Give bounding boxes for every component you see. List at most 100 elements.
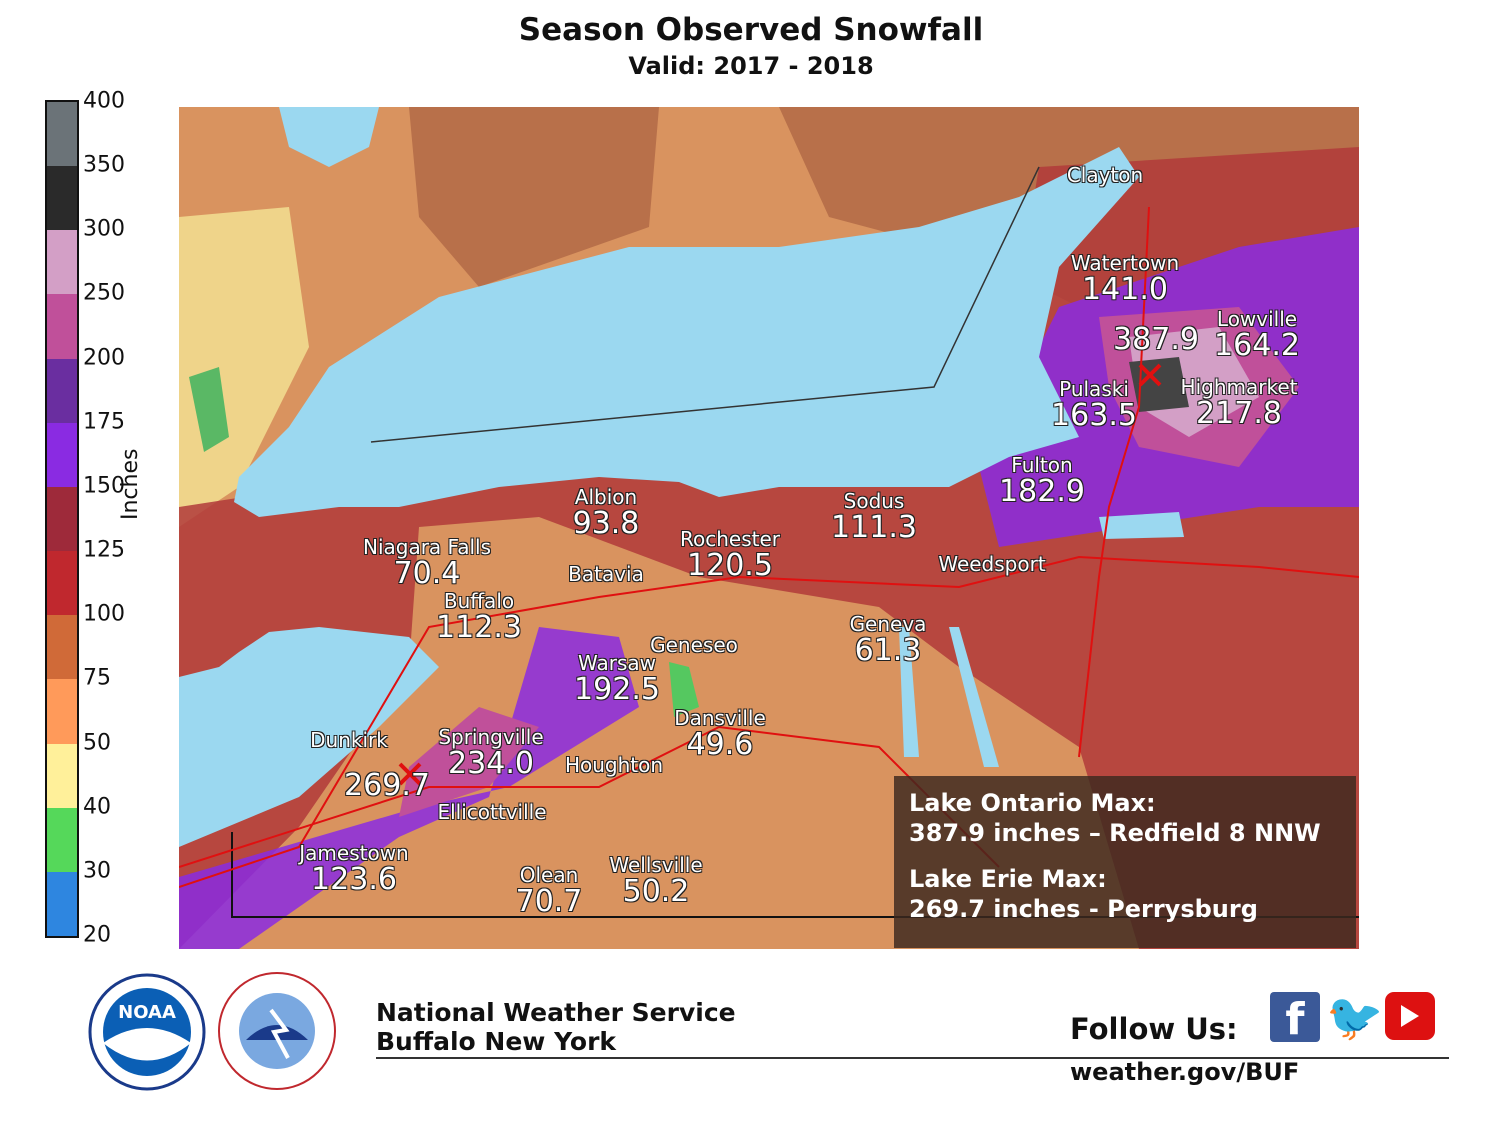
map-title: Season Observed Snowfall: [518, 12, 984, 48]
follow-label: Follow Us:: [1070, 1012, 1238, 1046]
city-label: Geneva 61.3: [850, 612, 927, 666]
city-label: Warsaw 192.5: [574, 651, 660, 705]
city-label: Batavia: [568, 562, 644, 586]
colorbar-segment: [47, 230, 77, 295]
erie-max-label: Lake Erie Max:: [909, 865, 1107, 893]
nws-logo: [216, 970, 338, 1096]
city-label: Lowville 164.2: [1214, 307, 1300, 361]
ontario-max-label: Lake Ontario Max:: [909, 789, 1156, 817]
city-label: 269.7: [344, 771, 430, 801]
snowfall-value: 111.3: [831, 510, 917, 545]
colorbar-tick: 50: [83, 730, 111, 756]
max-marker-ontario: [1138, 363, 1162, 387]
city-name: Warsaw: [577, 651, 657, 675]
twitter-icon[interactable]: 🐦: [1326, 990, 1384, 1044]
colorbar-tick: 175: [83, 409, 125, 435]
city-name: Buffalo: [443, 589, 515, 613]
colorbar-segment: [47, 807, 77, 872]
snowfall-value: 112.3: [436, 610, 522, 645]
colorbar-tick: 350: [83, 152, 125, 178]
city-name: Houghton: [564, 753, 664, 777]
city-label: Highmarket 217.8: [1181, 375, 1298, 429]
city-label: Ellicottville: [437, 800, 546, 824]
city-label: 387.9: [1113, 325, 1199, 355]
colorbar-segment: [47, 743, 77, 808]
snowfall-value: 120.5: [687, 548, 773, 583]
colorbar-segment: [47, 486, 77, 552]
snowfall-value: 217.8: [1196, 396, 1282, 431]
oneida-lake: [1099, 512, 1184, 539]
city-name: Highmarket: [1180, 375, 1298, 399]
snow-region-150-200: [179, 627, 639, 949]
city-name: Clayton: [1066, 163, 1144, 187]
youtube-icon[interactable]: [1385, 992, 1435, 1040]
cayuga-lake: [949, 627, 999, 767]
city-name: Niagara Falls: [362, 535, 492, 559]
snow-region-30-40: [669, 662, 699, 717]
city-name: Wellsville: [609, 853, 703, 877]
city-label: Geneseo: [650, 633, 738, 657]
city-name: Olean: [519, 863, 579, 887]
colorbar-tick: 30: [83, 858, 111, 884]
city-name: Pulaski: [1059, 377, 1129, 401]
snowfall-value: 50.2: [622, 874, 690, 909]
snow-region-200-250: [399, 707, 539, 817]
city-label: Sodus 111.3: [831, 489, 917, 543]
colorbar: [45, 100, 79, 938]
max-marker-erie: [398, 762, 422, 786]
noaa-logo: NOAA: [88, 973, 206, 1095]
map-subtitle: Valid: 2017 - 2018: [628, 52, 874, 80]
erie-max-value: 269.7 inches - Perrysburg: [909, 895, 1258, 923]
city-label: Dunkirk: [310, 728, 388, 752]
office-name: Buffalo New York: [376, 1027, 617, 1056]
colorbar-tick: 250: [83, 280, 125, 306]
city-name: Dansville: [674, 706, 766, 730]
lake-ontario: [234, 147, 1139, 517]
city-label: Niagara Falls 70.4: [363, 535, 491, 589]
city-name: Geneva: [849, 612, 927, 636]
colorbar-tick: 75: [83, 665, 111, 691]
snowfall-value: 49.6: [686, 727, 754, 762]
colorbar-segment: [47, 422, 77, 487]
city-label: Jamestown 123.6: [299, 841, 408, 895]
city-label: Watertown 141.0: [1071, 251, 1179, 305]
snowfall-value: 164.2: [1214, 328, 1300, 363]
facebook-icon[interactable]: f: [1270, 992, 1320, 1045]
colorbar-segment: [47, 358, 77, 423]
max-snowfall-box: Lake Ontario Max: 387.9 inches – Redfiel…: [894, 776, 1356, 948]
colorbar-segment: [47, 679, 77, 744]
city-label: Wellsville 50.2: [609, 853, 702, 907]
city-name: Fulton: [1011, 453, 1073, 477]
colorbar-segment: [47, 871, 77, 937]
city-name: Ellicottville: [437, 800, 547, 824]
snowfall-value: 70.4: [393, 556, 461, 591]
colorbar-label: Inches: [118, 448, 143, 520]
snowfall-value: 93.8: [572, 506, 640, 541]
lake-erie: [179, 627, 439, 847]
city-label: Albion 93.8: [573, 485, 640, 539]
colorbar-segment: [47, 102, 77, 167]
city-name: Watertown: [1070, 251, 1180, 275]
city-name: Batavia: [568, 562, 644, 586]
city-label: Rochester 120.5: [680, 527, 780, 581]
snowfall-value: 163.5: [1051, 398, 1137, 433]
snowfall-value: 123.6: [311, 862, 397, 897]
snowfall-value: 387.9: [1113, 322, 1199, 357]
city-label: Buffalo 112.3: [436, 589, 522, 643]
city-name: Rochester: [680, 527, 780, 551]
ontario-max-value: 387.9 inches – Redfield 8 NNW: [909, 819, 1321, 847]
border-line: [370, 166, 1040, 443]
colorbar-tick: 150: [83, 473, 125, 499]
colorbar-segment: [47, 615, 77, 680]
canada-lakes: [279, 107, 379, 167]
svg-text:NOAA: NOAA: [118, 1002, 176, 1023]
city-name: Geneseo: [650, 633, 738, 657]
colorbar-tick: 200: [83, 345, 125, 371]
city-name: Dunkirk: [310, 728, 388, 752]
snow-region-75-100: [409, 107, 659, 287]
website-link[interactable]: weather.gov/BUF: [1070, 1058, 1300, 1086]
footer-divider: [376, 1057, 1449, 1059]
city-label: Olean 70.7: [516, 863, 583, 917]
org-name: National Weather Service: [376, 998, 736, 1027]
city-label: Springville 234.0: [438, 725, 543, 779]
